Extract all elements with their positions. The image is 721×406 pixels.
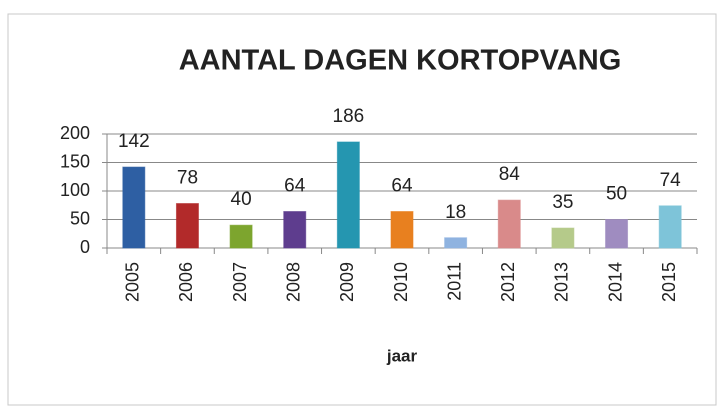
bar xyxy=(658,205,682,249)
bar xyxy=(175,203,199,249)
y-tick-label: 150 xyxy=(60,151,90,171)
x-tick-label: 2009 xyxy=(337,262,357,302)
x-tick-label: 2011 xyxy=(444,262,464,301)
data-label: 50 xyxy=(606,184,627,205)
x-tick-label: 2013 xyxy=(552,262,572,302)
x-tick-label: 2014 xyxy=(605,262,625,302)
bar xyxy=(497,199,521,249)
x-tick-label: 2005 xyxy=(123,262,143,302)
data-label: 84 xyxy=(499,164,521,185)
bar xyxy=(390,211,414,249)
data-label: 40 xyxy=(231,189,252,210)
x-axis-label: jaar xyxy=(386,346,418,365)
data-label: 142 xyxy=(118,131,150,152)
x-tick-label: 2007 xyxy=(230,262,250,302)
y-tick-label: 50 xyxy=(70,208,90,228)
data-label: 35 xyxy=(552,192,573,213)
x-tick-label: 2015 xyxy=(659,262,679,302)
data-label: 64 xyxy=(391,176,413,197)
x-tick-label: 2006 xyxy=(176,262,196,302)
y-tick-label: 200 xyxy=(60,123,90,143)
bar xyxy=(444,237,468,249)
x-tick-label: 2010 xyxy=(391,262,411,302)
y-tick-label: 0 xyxy=(80,237,90,257)
chart-title: AANTAL DAGEN KORTOPVANG xyxy=(179,45,622,77)
data-label: 64 xyxy=(284,176,306,197)
bar xyxy=(336,141,360,249)
bar xyxy=(605,219,629,249)
x-tick-label: 2008 xyxy=(283,262,303,302)
bar xyxy=(122,166,146,249)
bar xyxy=(229,224,253,249)
data-label: 74 xyxy=(660,170,682,191)
y-tick-label: 100 xyxy=(60,180,90,200)
data-label: 78 xyxy=(177,168,198,189)
x-tick-label: 2012 xyxy=(498,262,518,302)
data-label: 18 xyxy=(445,202,466,223)
bar xyxy=(551,227,575,249)
data-label: 186 xyxy=(333,106,365,127)
bar xyxy=(283,211,307,249)
